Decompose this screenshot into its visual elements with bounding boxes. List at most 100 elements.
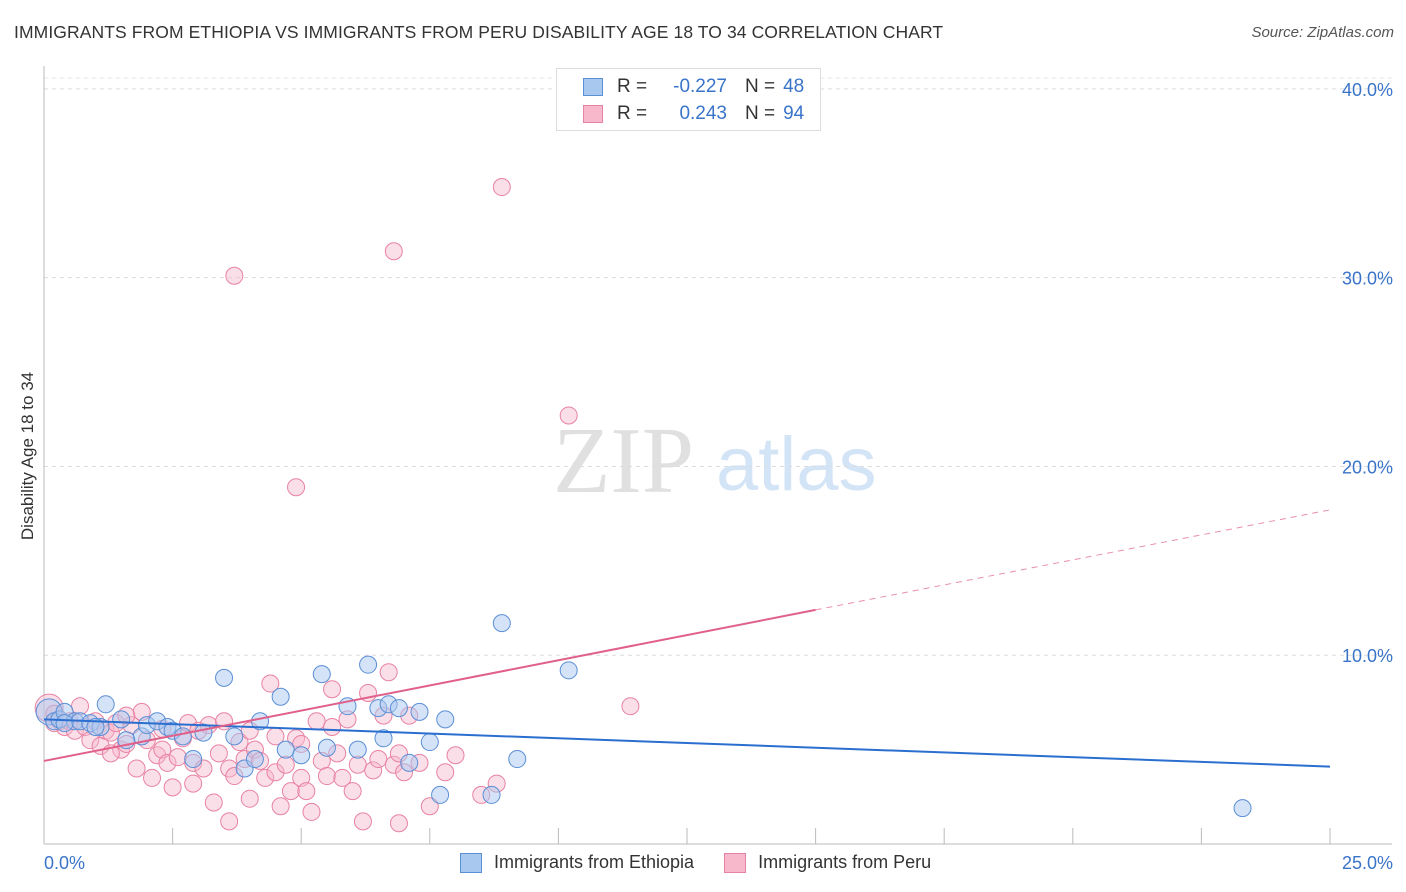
legend-swatch-peru — [724, 852, 747, 873]
peru-point — [317, 767, 336, 786]
legend-swatch-ethiopia — [583, 78, 603, 96]
legend-item-ethiopia[interactable]: Immigrants from Ethiopia — [460, 852, 694, 873]
peru-point — [389, 814, 408, 833]
peru-trend-line — [43, 608, 816, 762]
peru-point — [379, 663, 398, 682]
stats-legend: R = -0.227 N = 48 R = 0.243 N = 94 — [556, 68, 821, 131]
legend-n-label: N = — [745, 103, 776, 124]
watermark-atlas: atlas — [716, 422, 877, 507]
ethiopia-point — [245, 750, 264, 769]
legend-label-ethiopia: Immigrants from Ethiopia — [494, 852, 695, 872]
ethiopia-point — [173, 727, 192, 746]
ethiopia-point — [86, 717, 105, 736]
peru-point — [333, 768, 352, 787]
ethiopia-point — [492, 614, 511, 633]
legend-n-value: 48 — [783, 76, 805, 97]
peru-point — [353, 812, 372, 831]
legend-n-label: N = — [745, 76, 776, 97]
legend-r-label: R = — [617, 76, 648, 97]
peru-point — [266, 763, 285, 782]
peru-point — [323, 717, 342, 736]
ethiopia-point — [292, 746, 311, 765]
ethiopia-point — [225, 727, 244, 746]
peru-point — [163, 778, 182, 797]
peru-point — [256, 768, 275, 787]
legend-item-peru[interactable]: Immigrants from Peru — [724, 852, 931, 873]
peru-point — [127, 759, 146, 778]
peru-point — [287, 478, 306, 497]
peru-point — [297, 782, 316, 801]
source-label: Source: ZipAtlas.com — [1251, 24, 1394, 41]
peru-point — [307, 712, 326, 731]
grid — [44, 77, 1392, 656]
peru-point — [343, 782, 362, 801]
peru-point — [276, 755, 295, 774]
legend-r-label: R = — [617, 103, 648, 124]
peru-point — [225, 266, 244, 285]
ethiopia-point — [559, 661, 578, 680]
series-legend: Immigrants from Ethiopia Immigrants from… — [460, 852, 961, 873]
peru-point — [436, 763, 455, 782]
legend-row-ethiopia: R = -0.227 N = 48 — [583, 75, 804, 99]
peru-point — [281, 782, 300, 801]
x-tick-label: 25.0% — [1342, 853, 1393, 873]
y-tick-label: 40.0% — [1342, 80, 1393, 100]
ethiopia-point — [348, 740, 367, 759]
peru-point — [153, 740, 172, 759]
ethiopia-point — [312, 665, 331, 684]
tick-labels: 10.0% 20.0% 30.0% 40.0% 0.0% 25.0% — [44, 80, 1393, 873]
watermark: ZIP atlas — [553, 409, 877, 513]
ethiopia-point — [508, 750, 527, 769]
peru-point — [369, 750, 388, 769]
peru-point — [204, 793, 223, 812]
legend-r-value: 0.243 — [679, 103, 727, 124]
ethiopia-point — [410, 702, 429, 721]
ethiopia-point — [184, 750, 203, 769]
ethiopia-point — [271, 687, 290, 706]
ethiopia-series — [35, 614, 1252, 818]
ethiopia-point — [436, 710, 455, 729]
y-tick-label: 30.0% — [1342, 269, 1393, 289]
legend-label-peru: Immigrants from Peru — [758, 852, 932, 872]
peru-point — [384, 242, 403, 261]
peru-point — [184, 774, 203, 793]
peru-point — [148, 746, 167, 765]
peru-point — [287, 729, 306, 748]
peru-point — [168, 748, 187, 767]
y-tick-label: 20.0% — [1342, 457, 1393, 477]
peru-point — [420, 797, 439, 816]
peru-point — [323, 680, 342, 699]
peru-point — [621, 697, 640, 716]
peru-point — [364, 761, 383, 780]
peru-trend-extension — [815, 509, 1331, 611]
ethiopia-trend-line — [43, 718, 1331, 768]
ethiopia-point — [389, 699, 408, 718]
ethiopia-point — [215, 668, 234, 687]
peru-point — [209, 744, 228, 763]
ethiopia-point — [194, 723, 213, 742]
peru-point — [348, 755, 367, 774]
peru-point — [240, 789, 259, 808]
ethiopia-point — [482, 785, 501, 804]
ethiopia-point — [317, 738, 336, 757]
chart-title: IMMIGRANTS FROM ETHIOPIA VS IMMIGRANTS F… — [14, 22, 944, 42]
peru-point — [492, 178, 511, 197]
trend-lines — [43, 509, 1331, 768]
ethiopia-point — [431, 785, 450, 804]
peru-point — [261, 674, 280, 693]
ethiopia-point — [374, 729, 393, 748]
watermark-zip: ZIP — [553, 409, 694, 513]
peru-point — [143, 768, 162, 787]
legend-swatch-ethiopia — [460, 852, 482, 873]
ethiopia-point — [400, 753, 419, 772]
legend-n-value: 94 — [783, 103, 805, 124]
peru-point — [220, 812, 239, 831]
peru-point — [158, 753, 177, 772]
ethiopia-point — [96, 695, 115, 714]
peru-point — [446, 746, 465, 765]
legend-swatch-peru — [583, 105, 603, 123]
peru-point — [559, 406, 578, 425]
peru-point — [271, 797, 290, 816]
ethiopia-point — [276, 740, 295, 759]
